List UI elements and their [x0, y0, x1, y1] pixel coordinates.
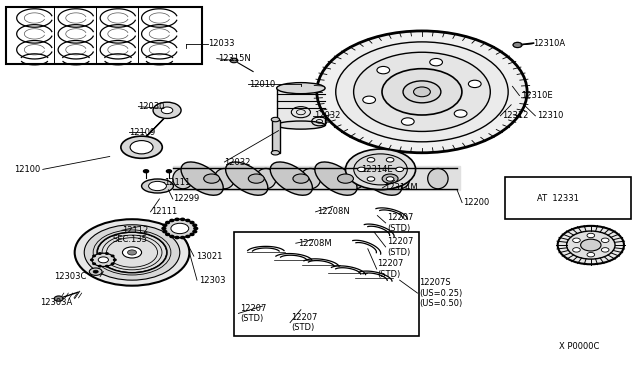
Ellipse shape	[141, 179, 173, 193]
Circle shape	[387, 158, 394, 162]
Circle shape	[573, 248, 580, 252]
Text: 13021: 13021	[196, 251, 222, 261]
Bar	[276, 88, 325, 125]
Bar	[505, 177, 631, 219]
Circle shape	[367, 177, 375, 181]
Circle shape	[557, 226, 624, 264]
Circle shape	[180, 218, 184, 221]
Ellipse shape	[270, 162, 312, 195]
Circle shape	[336, 42, 508, 142]
Bar	[234, 232, 419, 336]
Circle shape	[130, 141, 153, 154]
Ellipse shape	[360, 162, 402, 195]
Circle shape	[358, 167, 365, 171]
Circle shape	[162, 227, 166, 230]
Circle shape	[75, 219, 189, 286]
Text: 12299: 12299	[173, 195, 200, 203]
Circle shape	[127, 250, 136, 255]
Text: AT  12331: AT 12331	[537, 195, 579, 203]
Circle shape	[363, 96, 376, 103]
Circle shape	[91, 259, 93, 260]
Circle shape	[193, 231, 196, 233]
Text: 12207
(STD): 12207 (STD)	[241, 304, 267, 323]
Ellipse shape	[390, 169, 410, 189]
Circle shape	[382, 69, 462, 115]
Circle shape	[97, 232, 167, 273]
Text: 12315N: 12315N	[218, 54, 251, 63]
Ellipse shape	[345, 169, 365, 189]
Text: 12100: 12100	[14, 165, 40, 174]
Text: 12030: 12030	[138, 102, 164, 111]
Circle shape	[93, 270, 99, 273]
Ellipse shape	[276, 83, 325, 94]
Circle shape	[193, 224, 196, 227]
Circle shape	[163, 231, 167, 233]
Circle shape	[171, 223, 189, 234]
Circle shape	[111, 255, 114, 257]
Text: 12312: 12312	[502, 111, 528, 121]
Ellipse shape	[181, 162, 223, 195]
Text: SEC.135: SEC.135	[113, 235, 148, 244]
Circle shape	[99, 253, 101, 254]
Circle shape	[111, 263, 114, 264]
Ellipse shape	[226, 162, 268, 195]
Circle shape	[367, 158, 375, 162]
Circle shape	[99, 266, 101, 267]
Circle shape	[190, 221, 194, 224]
Circle shape	[230, 58, 238, 62]
Ellipse shape	[315, 162, 357, 195]
Circle shape	[106, 266, 108, 267]
Ellipse shape	[382, 174, 398, 183]
Ellipse shape	[276, 121, 325, 129]
Circle shape	[175, 218, 179, 221]
Circle shape	[317, 31, 527, 153]
Text: X P0000C: X P0000C	[559, 342, 599, 351]
Text: 12033: 12033	[209, 39, 235, 48]
Circle shape	[468, 80, 481, 87]
Circle shape	[513, 42, 522, 48]
Circle shape	[580, 239, 601, 251]
Ellipse shape	[428, 169, 448, 189]
Circle shape	[170, 219, 173, 222]
Text: 12310A: 12310A	[534, 39, 566, 48]
Circle shape	[403, 81, 441, 103]
Text: 12032: 12032	[225, 157, 251, 167]
Circle shape	[194, 227, 198, 230]
Ellipse shape	[148, 182, 166, 190]
Bar	[6, 7, 202, 64]
Polygon shape	[173, 166, 460, 190]
Circle shape	[387, 177, 394, 181]
Polygon shape	[147, 110, 172, 136]
Circle shape	[153, 102, 181, 118]
Circle shape	[106, 253, 108, 254]
Ellipse shape	[204, 174, 220, 183]
Text: 12207S
(US=0.25)
(US=0.50): 12207S (US=0.25) (US=0.50)	[419, 278, 462, 308]
Ellipse shape	[337, 174, 353, 183]
Ellipse shape	[293, 174, 309, 183]
Text: 12310: 12310	[537, 111, 563, 121]
Ellipse shape	[121, 136, 163, 158]
Circle shape	[401, 118, 414, 125]
Circle shape	[143, 170, 148, 173]
Text: 12111: 12111	[164, 178, 190, 187]
Text: 12109: 12109	[129, 128, 155, 137]
Circle shape	[113, 259, 116, 260]
Text: 12303: 12303	[199, 276, 225, 285]
Circle shape	[99, 257, 108, 263]
Text: 12207
(STD): 12207 (STD)	[387, 213, 413, 232]
Circle shape	[161, 107, 173, 113]
Circle shape	[602, 248, 609, 252]
Ellipse shape	[271, 117, 280, 122]
Circle shape	[122, 247, 141, 258]
Ellipse shape	[271, 151, 280, 155]
Text: 12207
(STD): 12207 (STD)	[387, 237, 413, 257]
Circle shape	[346, 149, 415, 190]
Text: 12314M: 12314M	[384, 183, 417, 192]
Circle shape	[454, 110, 467, 117]
Circle shape	[413, 87, 430, 97]
Circle shape	[54, 296, 63, 301]
Circle shape	[170, 235, 173, 238]
Circle shape	[175, 237, 179, 239]
Ellipse shape	[300, 169, 321, 189]
Circle shape	[186, 219, 189, 222]
